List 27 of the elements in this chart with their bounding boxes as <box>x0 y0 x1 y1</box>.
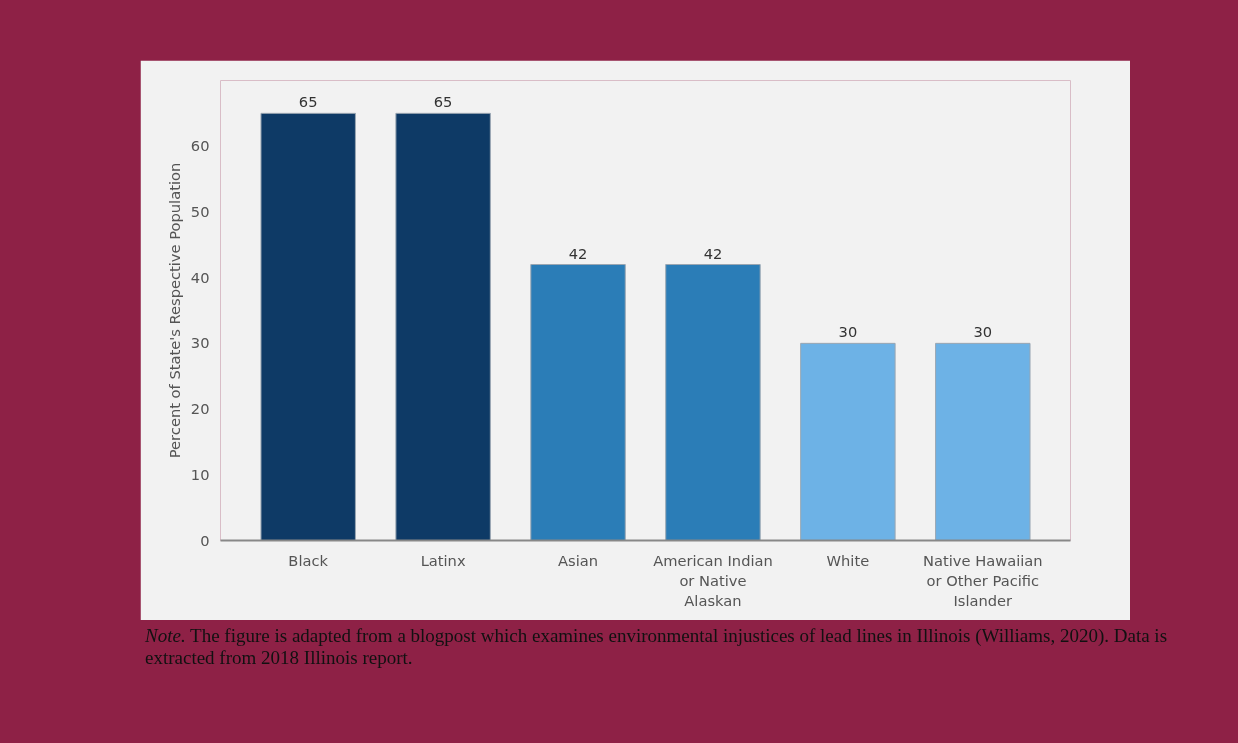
y-tick-label: 40 <box>190 268 210 286</box>
x-tick-label: Asian <box>558 551 599 569</box>
x-tick-label: Native Hawaiian or Other Pacific Islander <box>923 551 1043 610</box>
data-label: 42 <box>568 244 588 262</box>
data-label: 65 <box>298 93 318 111</box>
y-tick-label: 30 <box>190 334 210 352</box>
data-label: 65 <box>433 93 453 111</box>
bar <box>665 264 761 541</box>
data-label: 30 <box>838 323 858 341</box>
data-label: 42 <box>703 244 723 262</box>
y-tick-label: 60 <box>190 137 210 155</box>
bar <box>530 264 626 541</box>
bar <box>800 342 896 541</box>
bar <box>395 112 491 541</box>
y-tick-label: 50 <box>190 202 210 220</box>
bar <box>260 112 356 541</box>
y-tick-label: 0 <box>200 531 210 549</box>
x-tick-label: Latinx <box>420 551 466 569</box>
x-tick-label: American Indian or Native Alaskan <box>653 551 773 610</box>
x-tick-label: White <box>826 551 870 569</box>
y-tick-label: 20 <box>190 400 210 418</box>
y-axis-title: Percent of State's Respective Population <box>165 162 183 459</box>
x-tick-label: Black <box>288 551 329 569</box>
bar <box>935 342 1031 541</box>
text: Note. <box>145 625 186 646</box>
data-label: 30 <box>973 323 993 341</box>
y-tick-label: 10 <box>190 465 210 483</box>
